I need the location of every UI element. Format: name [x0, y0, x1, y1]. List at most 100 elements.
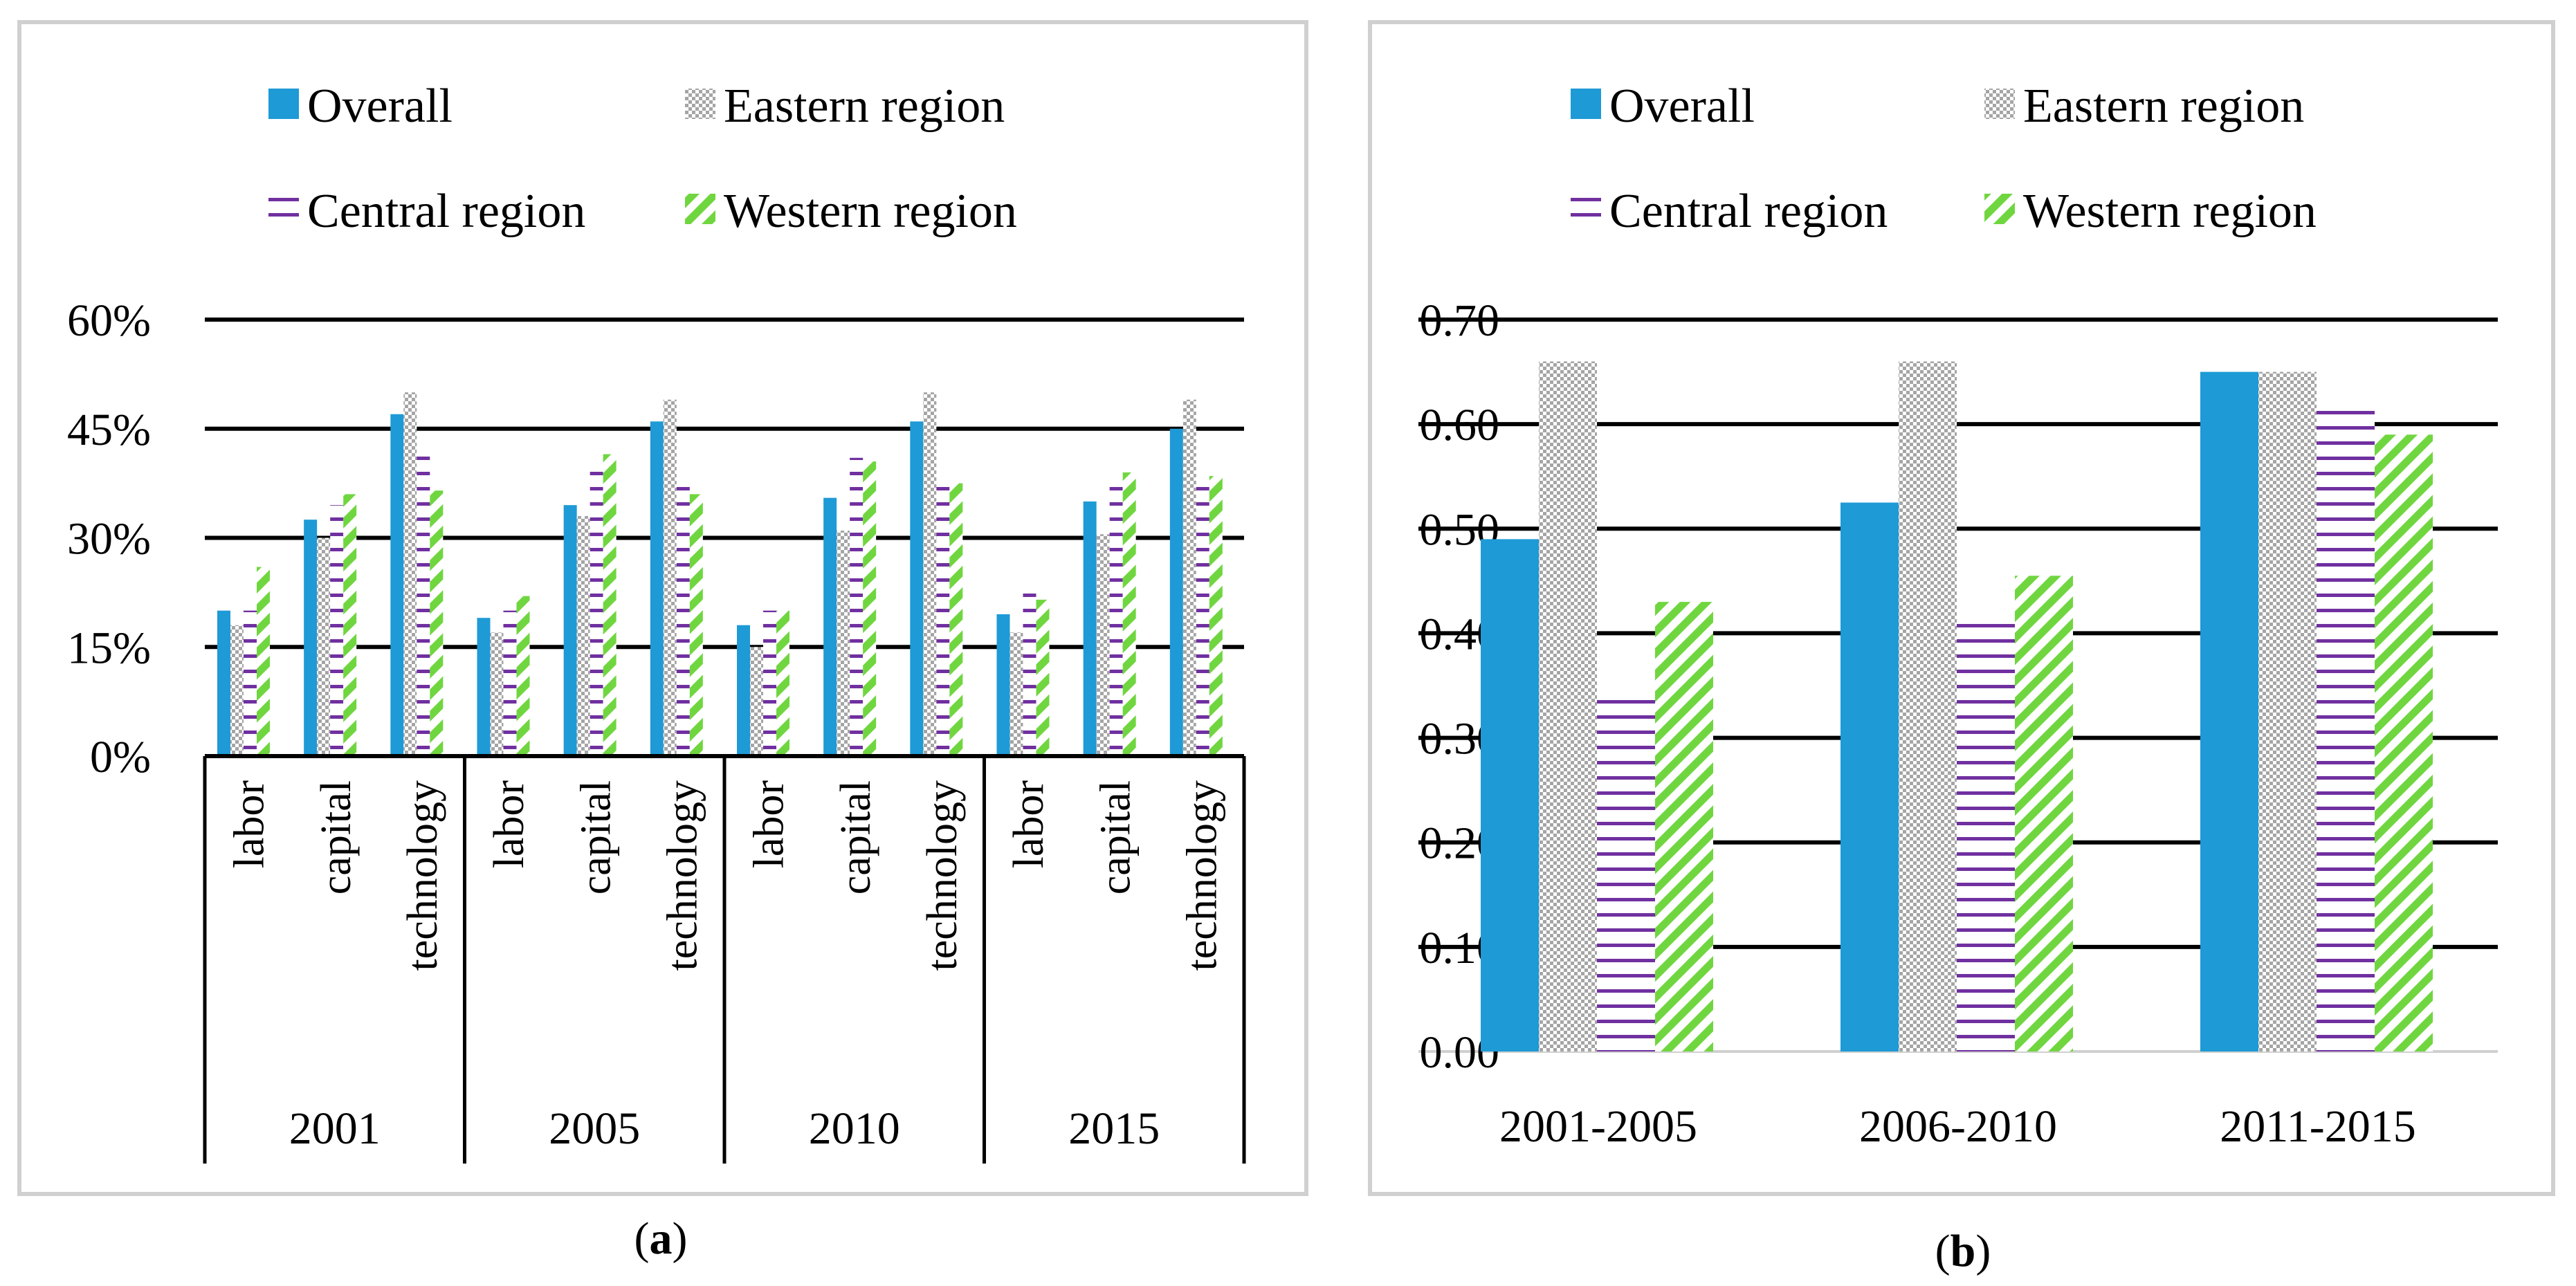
legend-label-central: Central region: [307, 185, 585, 238]
bar-western-2010-technology: [949, 483, 963, 756]
bar-central-2005-technology: [676, 486, 690, 756]
x-category-label-capital: capital: [313, 780, 360, 894]
x-category-label-capital: capital: [572, 780, 619, 894]
bar-overall-2001-technology: [390, 414, 404, 756]
y-tick-label: 0.70: [1420, 295, 1500, 346]
bar-overall-2005-labor: [477, 618, 491, 756]
panel-b-frame: [1368, 20, 2555, 1196]
legend-label-central: Central region: [1609, 185, 1888, 238]
legend-swatch-overall: [268, 89, 299, 119]
legend-label-western: Western region: [724, 185, 1017, 238]
bar-eastern-2001-2005: [1539, 361, 1597, 1051]
x-category-label-2011-2015: 2011-2015: [2220, 1101, 2416, 1152]
chart-panel-b: Overall Eastern region Central region Weste…: [1418, 80, 2498, 1152]
bar-central-2010-labor: [763, 610, 776, 756]
x-category-label-2001-2005: 2001-2005: [1499, 1101, 1697, 1152]
bar-western-2001-technology: [430, 490, 444, 756]
bar-eastern-2005-labor: [490, 632, 504, 756]
x-category-label-technology: technology: [399, 780, 446, 971]
bar-overall-2010-capital: [823, 497, 837, 756]
x-group-label-2005: 2005: [549, 1103, 640, 1154]
bar-western-2006-2010: [2015, 576, 2073, 1051]
x-category-label-capital: capital: [832, 780, 879, 894]
legend-label-western: Western region: [2023, 185, 2317, 238]
bar-western-2001-2005: [1655, 602, 1713, 1051]
x-category-label-2006-2010: 2006-2010: [1859, 1101, 2057, 1152]
x-group-label-2015: 2015: [1068, 1103, 1160, 1154]
bar-eastern-2001-capital: [317, 538, 331, 756]
bar-overall-2015-capital: [1083, 501, 1097, 756]
legend-swatch-western: [685, 194, 715, 224]
bar-overall-2011-2015: [2200, 371, 2258, 1051]
x-category-label-labor: labor: [746, 780, 793, 869]
x-category-label-labor: labor: [226, 780, 273, 869]
bar-central-2010-capital: [850, 457, 864, 756]
bar-eastern-2010-technology: [923, 392, 937, 756]
legend-swatch-overall: [1571, 89, 1601, 119]
x-category-label-technology: technology: [1178, 780, 1225, 971]
y-tick-label: 0%: [90, 732, 151, 782]
bar-western-2015-capital: [1122, 472, 1136, 756]
bar-eastern-2015-labor: [1010, 632, 1023, 756]
bar-central-2010-technology: [936, 486, 950, 756]
legend-label-overall: Overall: [1609, 80, 1755, 133]
bar-overall-2015-labor: [996, 614, 1010, 756]
bar-overall-2001-capital: [304, 520, 318, 756]
x-category-label-technology: technology: [659, 780, 706, 971]
bar-western-2015-labor: [1036, 599, 1050, 756]
bar-overall-2010-technology: [910, 421, 924, 756]
legend-label-eastern: Eastern region: [2023, 80, 2304, 133]
legend-swatch-central: [268, 194, 299, 224]
bar-eastern-2001-technology: [403, 392, 417, 756]
y-tick-label: 45%: [67, 405, 151, 455]
legend-swatch-central: [1571, 194, 1601, 224]
bar-eastern-2010-capital: [837, 530, 850, 756]
bar-western-2010-labor: [776, 610, 789, 756]
bar-western-2005-labor: [516, 596, 530, 756]
legend-swatch-eastern: [685, 89, 715, 119]
bar-overall-2005-technology: [650, 421, 664, 756]
y-tick-label: 60%: [67, 295, 151, 346]
bar-central-2001-technology: [417, 450, 430, 756]
bar-central-2001-2005: [1597, 696, 1655, 1051]
bar-central-2005-capital: [590, 461, 603, 756]
bar-eastern-2011-2015: [2258, 371, 2317, 1051]
legend-label-eastern: Eastern region: [724, 80, 1005, 133]
bar-eastern-2005-technology: [663, 399, 677, 756]
bar-central-2015-labor: [1023, 592, 1036, 756]
legend-swatch-eastern: [1984, 89, 2015, 119]
bar-western-2015-technology: [1209, 476, 1223, 756]
panel-b-caption-letter: b: [1951, 1226, 1976, 1276]
panel-a-frame: [17, 20, 1308, 1196]
bar-central-2006-2010: [1957, 612, 2015, 1051]
bar-overall-2005-capital: [563, 505, 577, 756]
panel-b-caption: (b): [1935, 1226, 1991, 1276]
bar-western-2001-labor: [257, 567, 270, 756]
x-group-label-2010: 2010: [809, 1103, 900, 1154]
bar-eastern-2015-capital: [1096, 534, 1110, 756]
bar-western-2001-capital: [343, 494, 357, 756]
bar-western-2011-2015: [2375, 434, 2433, 1051]
panel-a-caption-letter: a: [650, 1213, 673, 1264]
bar-eastern-2001-labor: [230, 625, 244, 756]
panel-a-caption: (a): [634, 1213, 688, 1264]
bar-central-2011-2015: [2317, 403, 2375, 1051]
bar-eastern-2005-capital: [576, 515, 590, 756]
legend-label-overall: Overall: [307, 80, 453, 133]
bar-overall-2006-2010: [1840, 502, 1899, 1051]
bar-central-2001-labor: [244, 610, 257, 756]
chart-panel-a: Overall Eastern region Central region Weste…: [67, 80, 1246, 1164]
bar-central-2015-capital: [1109, 486, 1123, 756]
bar-overall-2001-2005: [1481, 539, 1539, 1051]
x-group-label-2001: 2001: [289, 1103, 381, 1154]
bar-eastern-2006-2010: [1899, 361, 1957, 1051]
bar-western-2005-technology: [689, 494, 703, 756]
y-tick-label: 30%: [67, 514, 151, 564]
bar-overall-2010-labor: [737, 625, 750, 756]
legend-swatch-western: [1984, 194, 2015, 224]
x-category-label-labor: labor: [1005, 780, 1052, 869]
bar-central-2001-capital: [330, 505, 344, 756]
bar-central-2015-technology: [1196, 486, 1209, 756]
bar-eastern-2015-technology: [1182, 399, 1196, 756]
bar-central-2005-labor: [503, 610, 517, 756]
